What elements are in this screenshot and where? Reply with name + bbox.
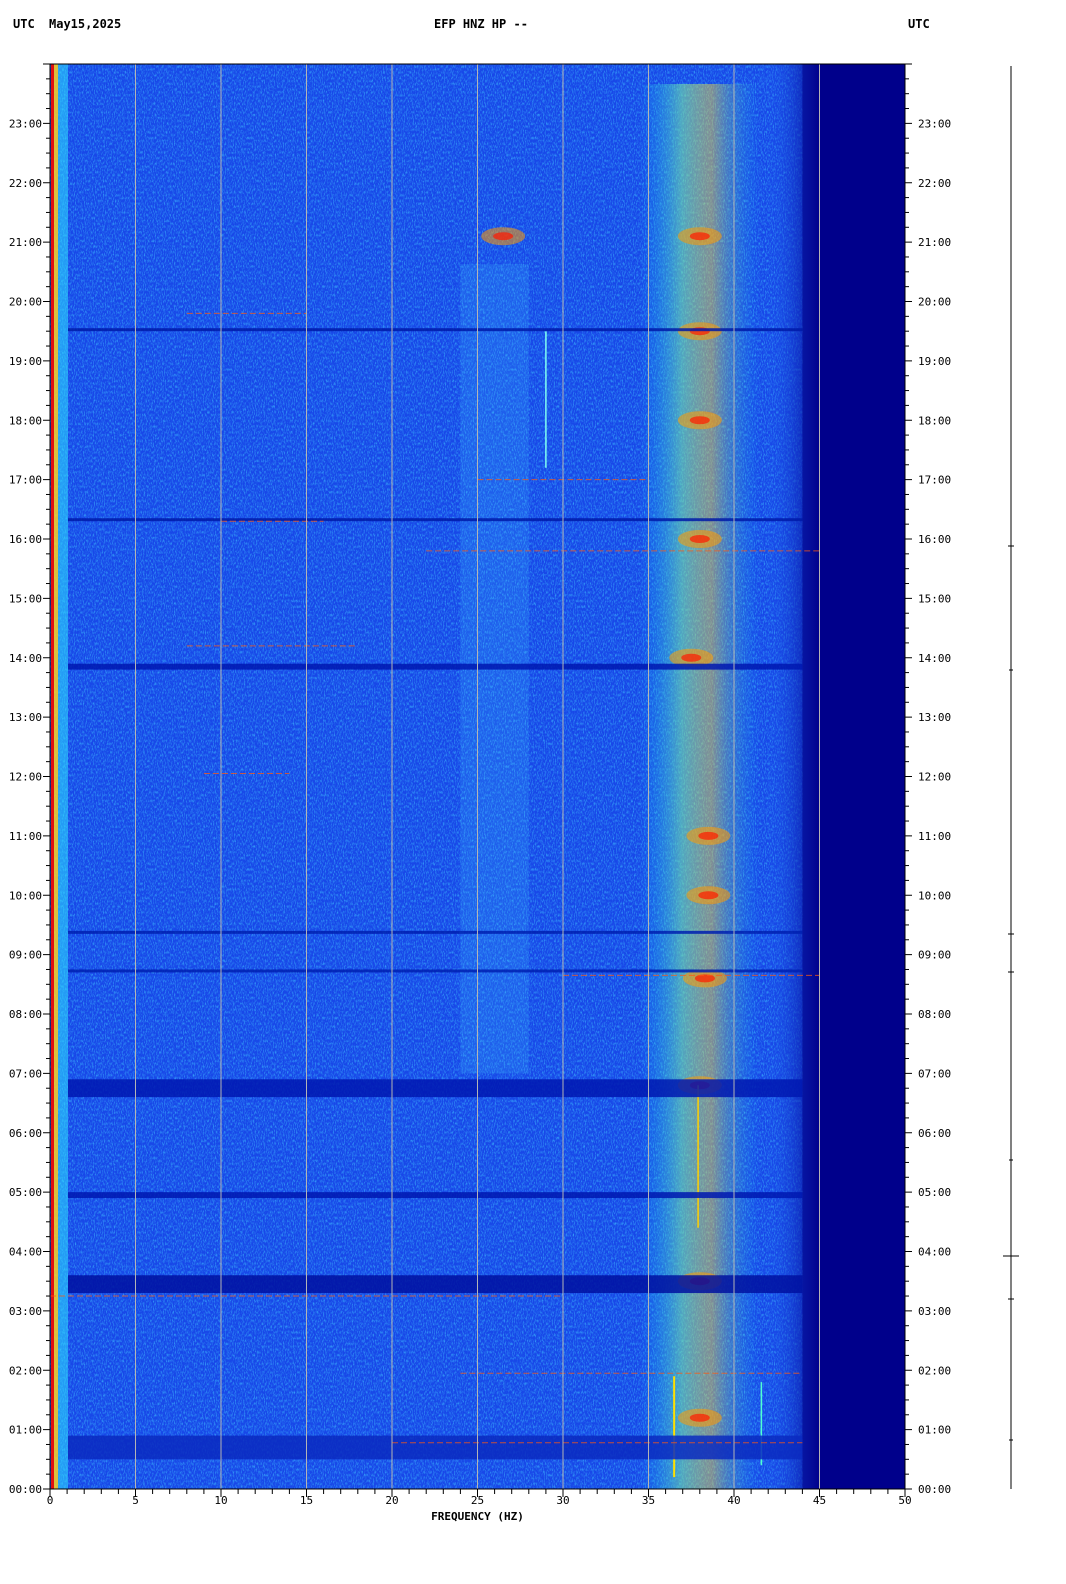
y-tick-label-right: 15:00	[918, 592, 951, 605]
y-tick-label-right: 01:00	[918, 1424, 951, 1437]
header-left-utc: UTC	[13, 17, 35, 31]
dark-streak	[68, 1275, 803, 1294]
y-tick-label-right: 17:00	[918, 474, 951, 487]
y-tick-label-right: 06:00	[918, 1127, 951, 1140]
y-tick-label-right: 21:00	[918, 236, 951, 249]
y-tick-label-left: 17:00	[9, 474, 42, 487]
dark-streak	[68, 328, 803, 332]
hot-spot-core	[698, 891, 719, 900]
y-tick-label-left: 07:00	[9, 1067, 42, 1080]
y-tick-label-left: 12:00	[9, 771, 42, 784]
y-tick-label-left: 16:00	[9, 533, 42, 546]
y-tick-label-right: 03:00	[918, 1305, 951, 1318]
y-tick-label-left: 11:00	[9, 830, 42, 843]
y-tick-label-left: 15:00	[9, 592, 42, 605]
y-tick-label-right: 12:00	[918, 771, 951, 784]
x-tick-label: 0	[47, 1494, 54, 1507]
dark-streak	[68, 969, 803, 973]
y-tick-label-right: 20:00	[918, 296, 951, 309]
low-edge-cyan	[58, 64, 68, 1489]
hot-spot-core	[689, 416, 710, 425]
hot-spot-core	[681, 653, 702, 662]
y-tick-label-left: 06:00	[9, 1127, 42, 1140]
spectral-features	[51, 64, 820, 1489]
hot-spot-core	[689, 1413, 710, 1422]
y-tick-label-right: 05:00	[918, 1186, 951, 1199]
y-tick-label-left: 10:00	[9, 889, 42, 902]
y-tick-label-left: 02:00	[9, 1364, 42, 1377]
y-tick-label-left: 03:00	[9, 1305, 42, 1318]
plot-area	[49, 63, 906, 1490]
grid-lines	[135, 64, 820, 1489]
y-tick-label-right: 00:00	[918, 1483, 951, 1496]
dark-streak	[68, 1192, 803, 1199]
y-tick-label-right: 04:00	[918, 1246, 951, 1259]
y-tick-label-left: 09:00	[9, 949, 42, 962]
y-axis-left: 00:00 01:00 02:00 03:00 04:00 05:00 06:00 07:00…	[9, 63, 50, 1496]
x-tick-label: 10	[214, 1494, 227, 1507]
low-edge-yellow	[54, 64, 58, 1489]
y-tick-label-right: 16:00	[918, 533, 951, 546]
y-tick-label-left: 22:00	[9, 177, 42, 190]
x-tick-label: 50	[898, 1494, 911, 1507]
y-tick-label-right: 22:00	[918, 177, 951, 190]
hot-spot-core	[694, 974, 715, 983]
y-tick-label-left: 23:00	[9, 117, 42, 130]
x-tick-label: 45	[813, 1494, 826, 1507]
y-tick-label-right: 14:00	[918, 652, 951, 665]
x-axis: 0 5 10 15 20 25 30 35 40 45 50	[47, 1489, 912, 1507]
y-tick-label-left: 05:00	[9, 1186, 42, 1199]
y-tick-label-left: 04:00	[9, 1246, 42, 1259]
y-tick-label-right: 08:00	[918, 1008, 951, 1021]
y-tick-label-right: 19:00	[918, 355, 951, 368]
dark-streak	[68, 1435, 803, 1460]
y-tick-label-left: 21:00	[9, 236, 42, 249]
y-tick-label-right: 11:00	[918, 830, 951, 843]
y-tick-label-right: 13:00	[918, 711, 951, 724]
low-edge-red	[51, 64, 54, 1489]
x-tick-label: 5	[132, 1494, 139, 1507]
y-tick-label-left: 00:00	[9, 1483, 42, 1496]
rolloff-zone	[768, 64, 820, 1489]
header-station: EFP HNZ HP --	[434, 17, 528, 31]
dark-streak	[68, 663, 803, 670]
y-tick-label-left: 20:00	[9, 296, 42, 309]
side-trace	[1003, 66, 1019, 1489]
hot-spot-core	[689, 535, 710, 543]
y-tick-label-right: 23:00	[918, 117, 951, 130]
y-axis-right: 00:00 01:00 02:00 03:00 04:00 05:00 06:00 07:00…	[905, 63, 951, 1496]
x-tick-label: 20	[385, 1494, 398, 1507]
header-date: May15,2025	[49, 17, 122, 31]
x-tick-label: 15	[300, 1494, 313, 1507]
energy-band	[639, 84, 760, 1489]
x-tick-label: 30	[556, 1494, 569, 1507]
y-tick-label-left: 08:00	[9, 1008, 42, 1021]
y-tick-label-left: 18:00	[9, 414, 42, 427]
y-tick-label-right: 07:00	[918, 1067, 951, 1080]
header-right-utc: UTC	[908, 17, 930, 31]
y-tick-label-left: 14:00	[9, 652, 42, 665]
x-tick-label: 35	[642, 1494, 655, 1507]
x-tick-label: 25	[471, 1494, 484, 1507]
y-tick-label-right: 18:00	[918, 414, 951, 427]
hot-spot-core	[493, 232, 514, 241]
hot-spot-core	[698, 831, 719, 840]
y-tick-label-right: 09:00	[918, 949, 951, 962]
y-tick-label-right: 02:00	[918, 1364, 951, 1377]
y-tick-label-left: 01:00	[9, 1424, 42, 1437]
y-tick-label-right: 10:00	[918, 889, 951, 902]
x-axis-title: FREQUENCY (HZ)	[431, 1510, 524, 1523]
dark-streak	[68, 518, 803, 522]
hot-spot-core	[689, 232, 710, 241]
x-tick-label: 40	[727, 1494, 740, 1507]
y-tick-label-left: 13:00	[9, 711, 42, 724]
y-tick-label-left: 19:00	[9, 355, 42, 368]
dark-streak	[68, 1079, 803, 1098]
dark-streak	[68, 930, 803, 934]
